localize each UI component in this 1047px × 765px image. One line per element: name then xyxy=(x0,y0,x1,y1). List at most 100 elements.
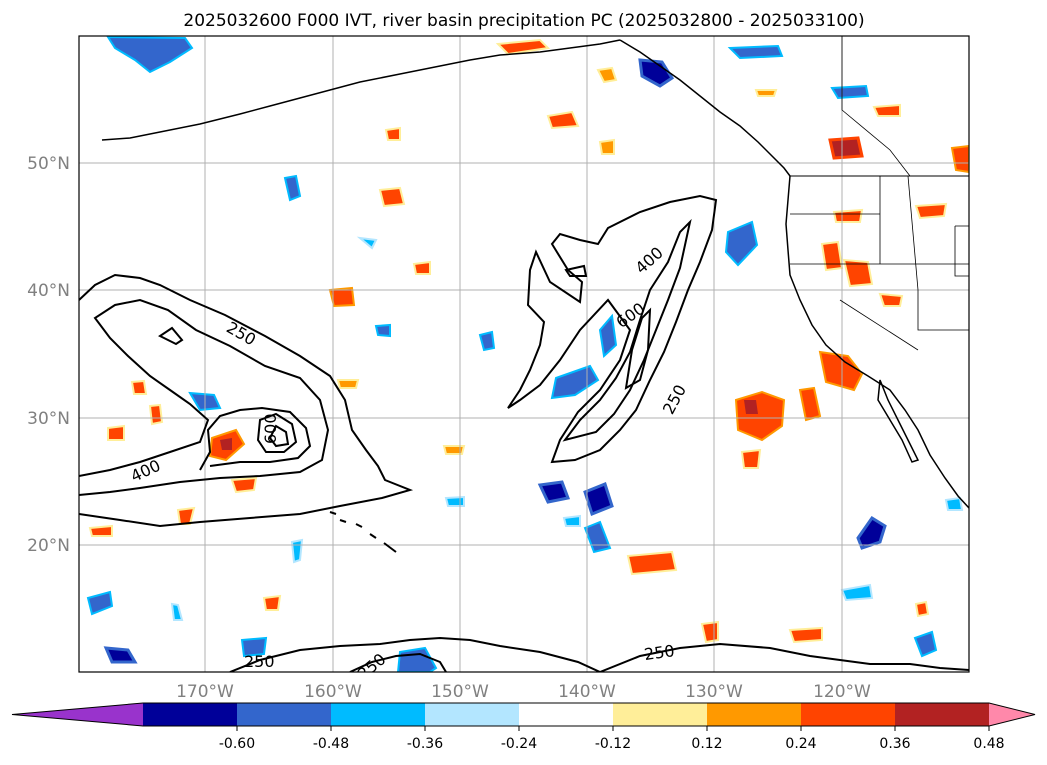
colorbar-segment xyxy=(707,703,802,726)
ivt-contour xyxy=(199,406,312,471)
precip-patch xyxy=(230,476,258,494)
precip-patch xyxy=(840,583,874,602)
ivt-contour xyxy=(79,298,330,496)
colorbar-segment xyxy=(519,703,614,726)
lon-label: 160°W xyxy=(304,682,362,702)
map-frame xyxy=(78,35,970,673)
lon-label: 130°W xyxy=(685,682,743,702)
ivt-contour xyxy=(158,326,184,346)
precip-patch xyxy=(86,590,114,616)
ivt-contour xyxy=(507,194,718,464)
precip-patch xyxy=(328,286,356,308)
contour-label: 600 xyxy=(261,413,280,444)
precip-patch xyxy=(598,313,618,359)
lat-label: 40°N xyxy=(27,281,70,301)
precip-patch xyxy=(444,495,465,507)
colorbar-segment xyxy=(237,703,332,726)
colorbar-tick-label: -0.12 xyxy=(595,736,631,752)
precip-patch xyxy=(374,323,391,338)
us-state-borders xyxy=(790,175,969,351)
ivt-contour xyxy=(79,273,414,528)
precip-patch xyxy=(106,36,194,74)
ivt-contour xyxy=(268,424,290,448)
gridlines xyxy=(79,36,969,672)
precip-patch xyxy=(495,38,551,56)
colorbar: -0.60 -0.48 -0.36 -0.24 -0.12 0.12 0.24 0.36 0.4… xyxy=(11,702,1036,752)
precip-patch xyxy=(384,126,401,141)
map-panel: 250 400 600 250 600 400 250 250 250 xyxy=(78,35,970,673)
precip-patch xyxy=(914,600,930,618)
ivt-contour xyxy=(599,642,969,672)
precip-patch xyxy=(583,482,614,516)
latitude-labels: 50°N 40°N 30°N 20°N xyxy=(27,154,70,556)
precip-patch xyxy=(598,138,615,155)
precip-patch xyxy=(878,292,904,307)
precip-patch xyxy=(727,44,784,60)
lat-label: 30°N xyxy=(27,409,70,429)
precip-patch xyxy=(596,66,618,84)
colorbar-segment xyxy=(613,703,708,726)
precip-patch xyxy=(872,103,901,117)
coastline-alaska-aleutians xyxy=(101,39,621,141)
precip-patch xyxy=(700,620,719,644)
ivt-contour xyxy=(624,307,652,390)
precip-patch xyxy=(856,515,887,550)
ivt-contours xyxy=(79,194,969,672)
precip-patch xyxy=(170,602,184,621)
precip-patch xyxy=(830,84,870,100)
colorbar-tick-label: -0.36 xyxy=(407,736,443,752)
colorbar-tick-label: -0.60 xyxy=(219,736,255,752)
coastline-west-coast xyxy=(785,175,969,509)
colorbar-tick-label: -0.48 xyxy=(313,736,349,752)
colorbar-segment xyxy=(331,703,426,726)
precip-patch xyxy=(537,480,571,504)
lon-label: 170°W xyxy=(176,682,234,702)
precip-patch xyxy=(283,174,302,202)
chart-title: 2025032600 F000 IVT, river basin precipi… xyxy=(183,11,864,31)
precip-patch xyxy=(240,636,268,658)
precip-patch xyxy=(638,58,675,88)
precip-patch xyxy=(818,350,864,392)
precip-patch xyxy=(832,208,864,223)
lon-label: 120°W xyxy=(813,682,871,702)
colorbar-extend-min xyxy=(12,703,143,726)
precip-patch xyxy=(442,445,466,455)
precip-patch xyxy=(740,448,762,469)
precip-patch xyxy=(88,524,113,537)
precip-patch xyxy=(148,403,164,426)
precip-patch xyxy=(562,514,581,527)
colorbar-tick-label: 0.36 xyxy=(879,736,910,752)
colorbar-tick-label: 0.24 xyxy=(785,736,816,752)
precip-patch xyxy=(478,330,496,352)
ivt-contour xyxy=(564,264,588,277)
longitude-labels: 170°W 160°W 150°W 140°W 130°W 120°W xyxy=(176,682,871,702)
colorbar-segment xyxy=(801,703,896,726)
precip-patch xyxy=(820,240,844,272)
contour-label: 250 xyxy=(244,652,275,671)
lat-label: 20°N xyxy=(27,536,70,556)
canada-province-borders xyxy=(841,36,911,177)
precip-patch xyxy=(788,626,823,644)
precip-patch xyxy=(290,538,304,564)
ivt-contour xyxy=(256,412,298,453)
precip-patch xyxy=(396,646,438,672)
precip-patch xyxy=(913,630,938,658)
precip-patch xyxy=(626,550,678,576)
precip-patch xyxy=(336,379,360,389)
hawaii-islands xyxy=(329,511,397,553)
colorbar-segment xyxy=(143,703,238,726)
colorbar-extend-max xyxy=(989,703,1035,726)
colorbar-segment xyxy=(895,703,990,726)
ivt-contour xyxy=(349,652,447,672)
lat-label: 50°N xyxy=(27,154,70,174)
colorbar-tick-label: 0.12 xyxy=(691,736,722,752)
precip-patch xyxy=(262,594,282,611)
coastlines xyxy=(101,36,969,553)
precip-patch xyxy=(130,379,148,395)
precip-patch xyxy=(842,258,874,288)
precip-patch xyxy=(944,496,964,511)
precip-patch xyxy=(828,136,864,160)
precip-patch xyxy=(220,438,232,450)
precip-patch xyxy=(744,400,758,414)
precip-patch xyxy=(914,202,948,220)
